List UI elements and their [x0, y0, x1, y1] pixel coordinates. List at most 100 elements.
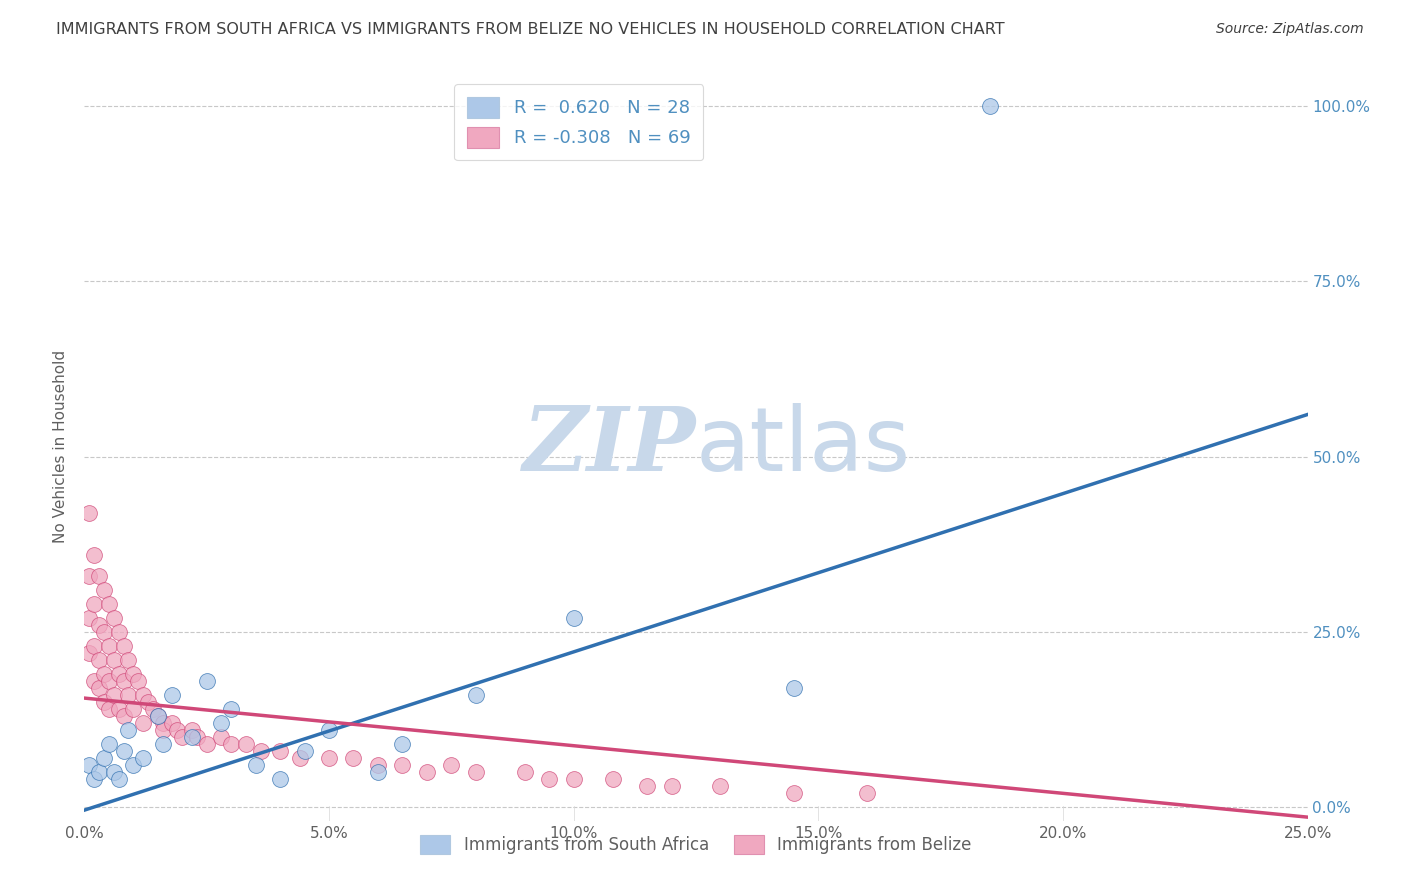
Point: [142, 701, 165, 715]
Point: [77, 757, 100, 772]
Point: [77, 506, 100, 520]
Point: [103, 688, 125, 702]
Point: [342, 750, 364, 764]
Point: [294, 743, 316, 757]
Point: [107, 772, 129, 786]
Point: [83, 597, 105, 611]
Point: [269, 772, 291, 786]
Point: [87, 652, 110, 666]
Point: [112, 639, 135, 653]
Point: [122, 757, 145, 772]
Point: [97, 737, 120, 751]
Point: [117, 688, 139, 702]
Point: [87, 617, 110, 632]
Point: [93, 624, 115, 639]
Point: [77, 646, 100, 660]
Point: [97, 597, 120, 611]
Point: [103, 764, 125, 779]
Point: [77, 610, 100, 624]
Point: [107, 701, 129, 715]
Point: [464, 764, 486, 779]
Point: [166, 723, 188, 737]
Point: [146, 708, 169, 723]
Point: [107, 666, 129, 681]
Point: [709, 779, 731, 793]
Point: [245, 757, 267, 772]
Point: [249, 743, 271, 757]
Point: [195, 737, 218, 751]
Point: [107, 624, 129, 639]
Point: [979, 99, 1001, 113]
Legend: Immigrants from South Africa, Immigrants from Belize: Immigrants from South Africa, Immigrants…: [413, 829, 979, 861]
Point: [367, 764, 389, 779]
Point: [219, 737, 242, 751]
Point: [87, 681, 110, 695]
Point: [83, 548, 105, 562]
Point: [235, 737, 257, 751]
Point: [132, 750, 155, 764]
Point: [162, 688, 184, 702]
Point: [783, 681, 806, 695]
Point: [152, 723, 174, 737]
Point: [146, 708, 169, 723]
Point: [181, 723, 204, 737]
Point: [661, 779, 683, 793]
Point: [97, 701, 120, 715]
Point: [318, 723, 340, 737]
Point: [602, 772, 624, 786]
Point: [112, 708, 135, 723]
Point: [93, 750, 115, 764]
Text: ZIP: ZIP: [523, 403, 696, 489]
Point: [97, 673, 120, 688]
Text: IMMIGRANTS FROM SOUTH AFRICA VS IMMIGRANTS FROM BELIZE NO VEHICLES IN HOUSEHOLD : IMMIGRANTS FROM SOUTH AFRICA VS IMMIGRAN…: [56, 22, 1005, 37]
Point: [83, 673, 105, 688]
Point: [93, 695, 115, 709]
Point: [152, 715, 174, 730]
Point: [440, 757, 463, 772]
Point: [562, 610, 585, 624]
Point: [636, 779, 658, 793]
Point: [513, 764, 536, 779]
Point: [391, 737, 413, 751]
Point: [209, 715, 232, 730]
Point: [132, 715, 155, 730]
Point: [288, 750, 311, 764]
Point: [391, 757, 413, 772]
Point: [783, 786, 806, 800]
Point: [87, 764, 110, 779]
Point: [152, 737, 174, 751]
Point: [162, 715, 184, 730]
Point: [219, 701, 242, 715]
Point: [112, 673, 135, 688]
Point: [93, 666, 115, 681]
Point: [318, 750, 340, 764]
Point: [172, 730, 194, 744]
Point: [136, 695, 159, 709]
Point: [367, 757, 389, 772]
Point: [77, 568, 100, 582]
Point: [186, 730, 208, 744]
Point: [97, 639, 120, 653]
Point: [122, 701, 145, 715]
Point: [416, 764, 439, 779]
Point: [83, 772, 105, 786]
Text: atlas: atlas: [696, 402, 911, 490]
Y-axis label: No Vehicles in Household: No Vehicles in Household: [53, 350, 69, 542]
Point: [856, 786, 879, 800]
Point: [103, 610, 125, 624]
Point: [562, 772, 585, 786]
Point: [132, 688, 155, 702]
Point: [538, 772, 561, 786]
Point: [83, 639, 105, 653]
Point: [181, 730, 204, 744]
Text: Source: ZipAtlas.com: Source: ZipAtlas.com: [1216, 22, 1364, 37]
Point: [122, 666, 145, 681]
Point: [87, 568, 110, 582]
Point: [269, 743, 291, 757]
Point: [195, 673, 218, 688]
Point: [117, 723, 139, 737]
Point: [464, 688, 486, 702]
Point: [112, 743, 135, 757]
Point: [117, 652, 139, 666]
Point: [209, 730, 232, 744]
